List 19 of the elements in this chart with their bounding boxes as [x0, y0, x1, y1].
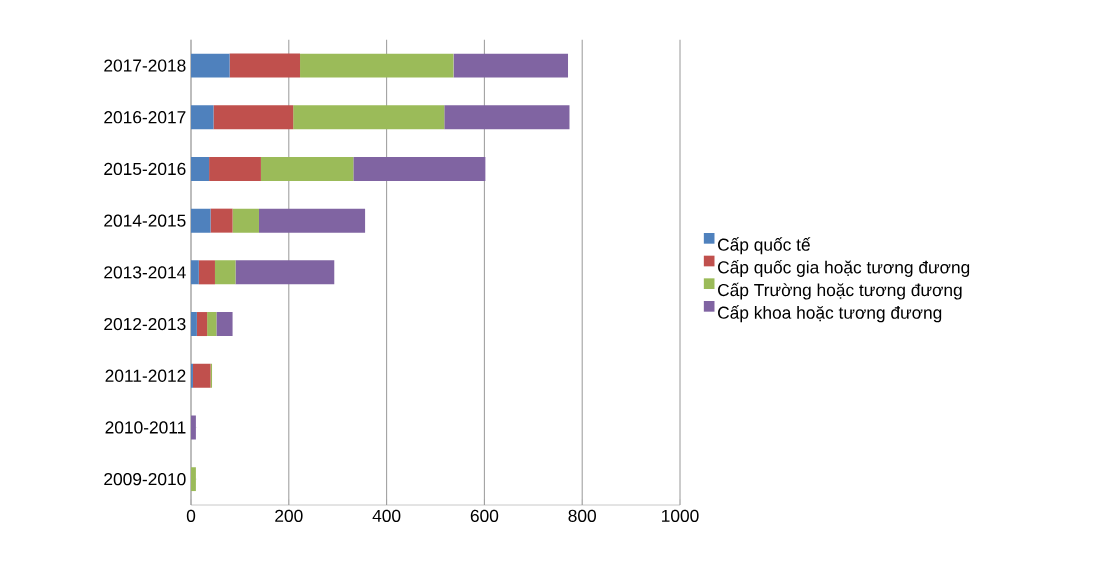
- y-tick-label: 2015-2016: [104, 162, 186, 176]
- x-tick-label: 0: [186, 509, 196, 522]
- legend-label: Cấp khoa hoặc tương đương: [718, 305, 942, 323]
- legend-label: Cấp quốc tế: [718, 237, 811, 255]
- x-tick-label: 800: [568, 509, 596, 522]
- legend-label: Cấp Trường hoặc tương đương: [718, 282, 962, 300]
- x-tick-label: 400: [372, 509, 401, 522]
- y-tick-label: 2012-2013: [104, 317, 186, 331]
- x-tick-label: 1000: [662, 509, 699, 522]
- y-tick-label: 2009-2010: [104, 473, 186, 486]
- y-tick-label: 2010-2011: [105, 421, 186, 434]
- y-tick-label: 2013-2014: [104, 266, 186, 279]
- legend-label: Cấp quốc gia hoặc tương đương: [718, 260, 970, 277]
- x-tick-label: 600: [470, 509, 499, 522]
- y-tick-label: 2014-2015: [104, 214, 186, 227]
- y-tick-label: 2011-2012: [105, 369, 186, 382]
- y-tick-label: 2017-2018: [104, 59, 186, 72]
- y-tick-label: 2016-2017: [104, 111, 186, 124]
- x-tick-label: 200: [275, 509, 303, 522]
